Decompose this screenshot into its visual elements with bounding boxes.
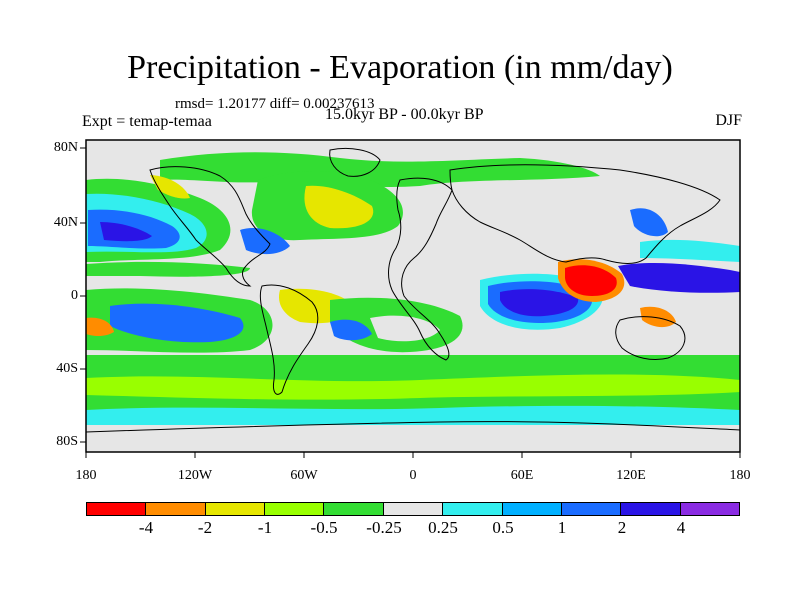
experiment-label: Expt = temap-temaa bbox=[82, 113, 212, 130]
colorbar-box bbox=[621, 503, 681, 515]
south-pacific-orange bbox=[86, 317, 114, 336]
chart-title: Precipitation - Evaporation (in mm/day) bbox=[127, 49, 673, 86]
southern-ocean-cyan bbox=[86, 405, 740, 430]
season-label: DJF bbox=[715, 112, 742, 129]
colorbar-box bbox=[205, 503, 266, 515]
lat-label-80s: 80S bbox=[56, 434, 78, 449]
maritime-orange bbox=[640, 306, 676, 328]
colorbar-box bbox=[87, 503, 147, 515]
central-pacific-green bbox=[86, 261, 250, 277]
lon-label-180e: 180 bbox=[729, 468, 751, 483]
colorbar-label: -0.25 bbox=[366, 518, 402, 537]
axis-ticks bbox=[80, 147, 741, 458]
colorbar-label: -0.5 bbox=[310, 518, 338, 537]
colorbar-box bbox=[502, 503, 562, 515]
lat-label-0: 0 bbox=[71, 288, 78, 303]
greenland-outline bbox=[329, 147, 381, 177]
north-pacific-indigo bbox=[100, 222, 152, 242]
southern-ocean-light bbox=[86, 374, 740, 400]
north-atlantic-blue bbox=[240, 227, 290, 255]
colorbar-label: 0.5 bbox=[492, 518, 514, 537]
lon-label-60w: 60W bbox=[290, 468, 318, 483]
colorbar-box bbox=[680, 503, 739, 515]
colorbar-box bbox=[443, 503, 503, 515]
north-pacific-yellow bbox=[150, 175, 190, 199]
colorbar-box bbox=[265, 503, 325, 515]
colorbar-box bbox=[561, 503, 622, 515]
south-america-outline bbox=[259, 284, 319, 395]
continent-outlines bbox=[86, 147, 740, 433]
south-atlantic-blue bbox=[330, 319, 372, 341]
lon-label-120w: 120W bbox=[177, 468, 213, 483]
lon-label-180w: 180 bbox=[75, 468, 97, 483]
colorbar-label: 0.25 bbox=[428, 518, 458, 537]
warm-pool-red bbox=[565, 265, 617, 296]
period-label: 15.0kyr BP - 00.0kyr BP bbox=[325, 106, 484, 123]
indian-ocean-indigo bbox=[500, 289, 579, 317]
north-america-outline bbox=[149, 166, 271, 287]
west-pacific-blue-north bbox=[630, 208, 668, 237]
colorbar-label: 1 bbox=[557, 518, 567, 537]
colorbar-label: -2 bbox=[197, 518, 213, 537]
west-pacific-cyan bbox=[640, 239, 740, 262]
colorbar bbox=[86, 502, 740, 516]
colorbar-box bbox=[324, 503, 384, 515]
colorbar-label: 2 bbox=[617, 518, 627, 537]
lon-label-0: 0 bbox=[409, 468, 417, 483]
north-atlantic-yellow bbox=[304, 185, 374, 229]
stats-text: rmsd= 1.20177 diff= 0.00237613 bbox=[175, 96, 375, 112]
australia-outline bbox=[615, 316, 686, 361]
south-pacific-blue bbox=[110, 303, 244, 343]
colorbar-label: -4 bbox=[138, 518, 154, 537]
colorbar-label: 4 bbox=[676, 518, 686, 537]
south-atlantic-gray bbox=[370, 315, 440, 342]
colorbar-box bbox=[146, 503, 206, 515]
asia-outline bbox=[449, 164, 721, 264]
west-pacific-blue bbox=[618, 263, 740, 293]
colorbar-box bbox=[383, 503, 444, 515]
europe-africa-outline bbox=[388, 177, 453, 361]
lon-label-60e: 60E bbox=[510, 468, 534, 483]
lat-label-80n: 80N bbox=[53, 140, 78, 155]
lat-label-40s: 40S bbox=[56, 361, 78, 376]
lon-label-120e: 120E bbox=[616, 468, 646, 483]
southern-ocean-gray bbox=[86, 425, 740, 452]
lat-label-40n: 40N bbox=[53, 215, 78, 230]
colorbar-label: -1 bbox=[257, 518, 273, 537]
antarctica-outline bbox=[86, 421, 740, 433]
